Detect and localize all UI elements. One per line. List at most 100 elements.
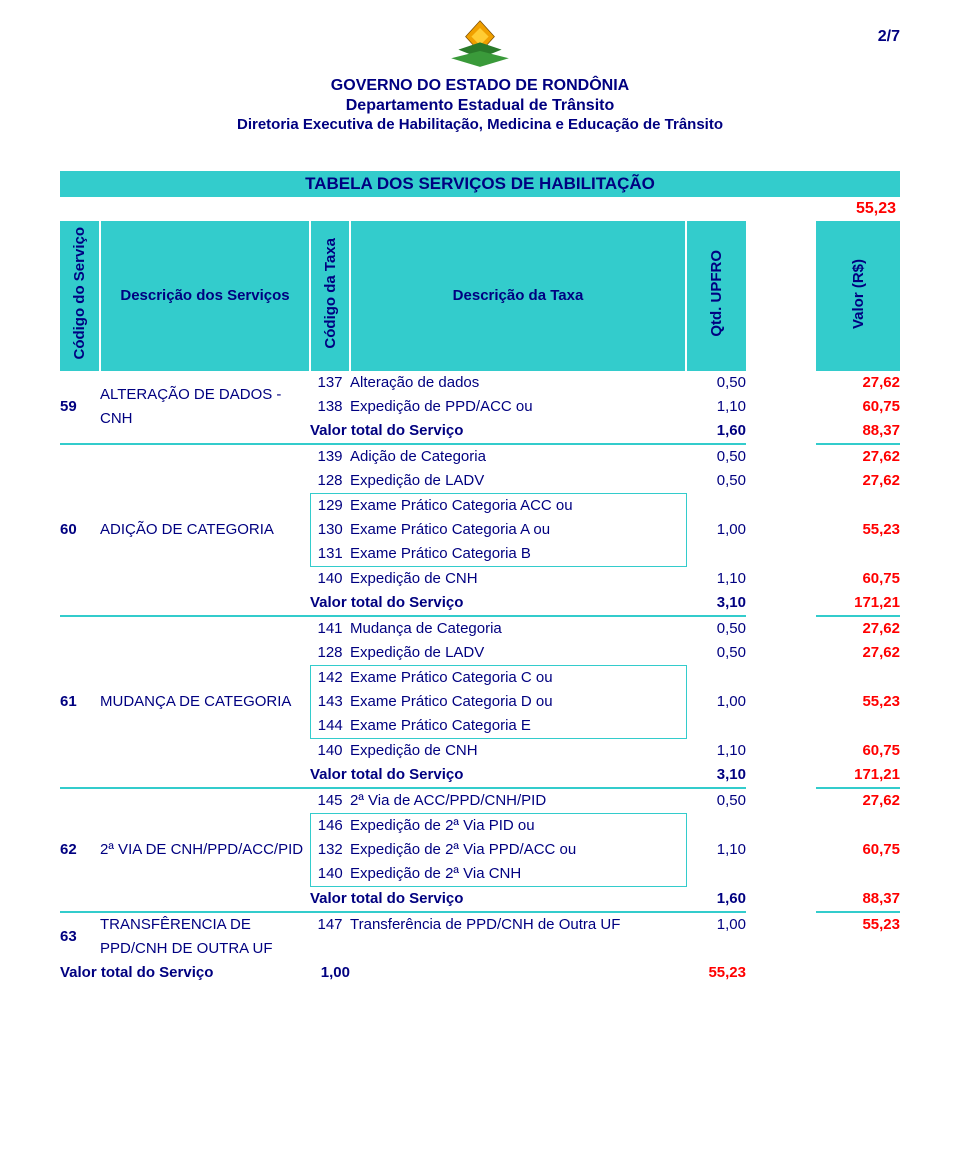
taxa-valor: 27,62 (816, 641, 900, 666)
taxa-valor: 55,23 (816, 690, 900, 714)
taxa-valor (816, 542, 900, 567)
document-page: 2/7 GOVERNO DO ESTADO DE RONDÔNIA Depart… (0, 0, 960, 1025)
spacer (746, 542, 816, 567)
taxa-desc: Expedição de 2ª Via PID ou (350, 813, 686, 838)
taxa-valor (816, 862, 900, 887)
spacer (746, 469, 816, 494)
spacer (350, 961, 686, 985)
spacer (746, 493, 816, 518)
taxa-qtd: 1,10 (686, 738, 746, 763)
service-name: ALTERAÇÃO DE DADOS - CNH (100, 371, 310, 444)
taxa-qtd (686, 542, 746, 567)
taxa-code: 138 (310, 395, 350, 419)
service-code: 59 (60, 371, 100, 444)
taxa-desc: 2ª Via de ACC/PPD/CNH/PID (350, 788, 686, 814)
total-qtd: 3,10 (686, 591, 746, 616)
taxa-code: 130 (310, 518, 350, 542)
taxa-valor: 55,23 (816, 912, 900, 937)
col-descricao-servicos: Descrição dos Serviços (100, 221, 310, 371)
taxa-desc: Exame Prático Categoria D ou (350, 690, 686, 714)
spacer (746, 813, 816, 838)
taxa-qtd: 1,10 (686, 566, 746, 591)
taxa-qtd (686, 714, 746, 739)
table-row: 59ALTERAÇÃO DE DADOS - CNH137Alteração d… (60, 371, 900, 395)
taxa-valor: 55,23 (816, 518, 900, 542)
service-code: 62 (60, 788, 100, 912)
taxa-desc: Expedição de LADV (350, 641, 686, 666)
col-codigo-servico: Código do Serviço (60, 221, 100, 371)
taxa-valor: 27,62 (816, 371, 900, 395)
taxa-qtd (686, 665, 746, 690)
taxa-qtd: 0,50 (686, 641, 746, 666)
total-valor: 88,37 (816, 419, 900, 444)
taxa-qtd: 1,10 (686, 838, 746, 862)
table-title-bar: TABELA DOS SERVIÇOS DE HABILITAÇÃO (60, 171, 900, 197)
taxa-valor (816, 714, 900, 739)
service-name: MUDANÇA DE CATEGORIA (100, 616, 310, 788)
taxa-code: 144 (310, 714, 350, 739)
taxa-valor: 60,75 (816, 566, 900, 591)
taxa-qtd: 1,00 (686, 518, 746, 542)
spacer (746, 616, 816, 641)
header-line-1: GOVERNO DO ESTADO DE RONDÔNIA (60, 76, 900, 96)
col-valor: Valor (R$) (816, 221, 900, 371)
taxa-qtd: 0,50 (686, 616, 746, 641)
spacer (746, 566, 816, 591)
taxa-qtd: 1,00 (686, 912, 746, 937)
service-name: ADIÇÃO DE CATEGORIA (100, 444, 310, 616)
taxa-desc: Expedição de 2ª Via CNH (350, 862, 686, 887)
taxa-code: 147 (310, 912, 350, 937)
taxa-valor: 60,75 (816, 738, 900, 763)
header-line-3: Diretoria Executiva de Habilitação, Medi… (60, 116, 900, 135)
taxa-code: 140 (310, 862, 350, 887)
table-row: 63TRANSFÊRENCIA DE PPD/CNH DE OUTRA UF14… (60, 912, 900, 937)
col-codigo-taxa: Código da Taxa (310, 221, 350, 371)
taxa-code: 137 (310, 371, 350, 395)
taxa-code: 128 (310, 641, 350, 666)
gov-header: GOVERNO DO ESTADO DE RONDÔNIA Departamen… (60, 76, 900, 135)
spacer (746, 763, 816, 788)
spacer (746, 714, 816, 739)
taxa-desc: Expedição de PPD/ACC ou (350, 395, 686, 419)
taxa-desc: Alteração de dados (350, 371, 686, 395)
taxa-valor: 27,62 (816, 788, 900, 814)
total-qtd: 3,10 (686, 763, 746, 788)
taxa-valor: 27,62 (816, 469, 900, 494)
taxa-qtd (686, 862, 746, 887)
total-valor: 88,37 (816, 886, 900, 912)
taxa-code: 132 (310, 838, 350, 862)
taxa-desc: Expedição de CNH (350, 566, 686, 591)
taxa-code: 128 (310, 469, 350, 494)
total-label: Valor total do Serviço (310, 419, 686, 444)
col-descricao-taxa: Descrição da Taxa (350, 221, 686, 371)
taxa-code: 142 (310, 665, 350, 690)
spacer (746, 886, 816, 912)
taxa-desc: Expedição de 2ª Via PPD/ACC ou (350, 838, 686, 862)
total-label: Valor total do Serviço (310, 886, 686, 912)
taxa-qtd (686, 813, 746, 838)
table-row: 60ADIÇÃO DE CATEGORIA139Adição de Catego… (60, 444, 900, 469)
taxa-qtd: 1,00 (686, 690, 746, 714)
services-table-body: 59ALTERAÇÃO DE DADOS - CNH137Alteração d… (60, 371, 900, 985)
taxa-desc: Transferência de PPD/CNH de Outra UF (350, 912, 686, 937)
taxa-desc: Exame Prático Categoria B (350, 542, 686, 567)
spacer (746, 862, 816, 887)
taxa-code: 139 (310, 444, 350, 469)
total-qtd: 1,00 (310, 961, 350, 985)
service-code: 60 (60, 444, 100, 616)
taxa-code: 140 (310, 566, 350, 591)
taxa-desc: Adição de Categoria (350, 444, 686, 469)
service-name: 2ª VIA DE CNH/PPD/ACC/PID (100, 788, 310, 912)
taxa-desc: Exame Prático Categoria ACC ou (350, 493, 686, 518)
page-number: 2/7 (878, 28, 900, 46)
taxa-valor (816, 493, 900, 518)
total-label: Valor total do Serviço (60, 961, 310, 985)
total-label: Valor total do Serviço (310, 591, 686, 616)
spacer (746, 738, 816, 763)
taxa-qtd (686, 493, 746, 518)
spacer (746, 690, 816, 714)
taxa-code: 140 (310, 738, 350, 763)
taxa-valor: 27,62 (816, 444, 900, 469)
taxa-code: 141 (310, 616, 350, 641)
taxa-desc: Exame Prático Categoria A ou (350, 518, 686, 542)
